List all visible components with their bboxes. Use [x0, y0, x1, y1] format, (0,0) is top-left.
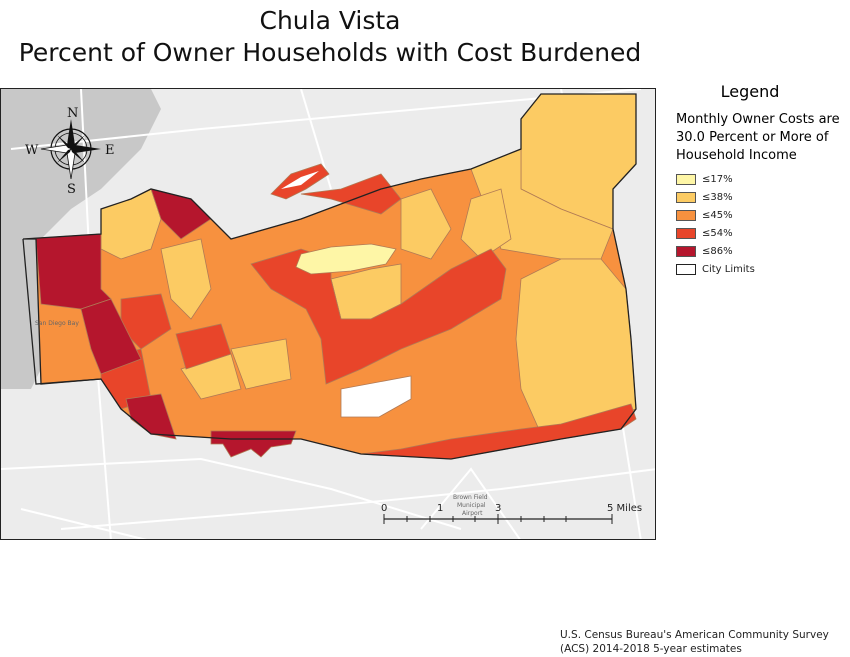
compass-s-label: S [67, 182, 76, 197]
compass-east-arrow [71, 145, 101, 153]
source-line-2: (ACS) 2014-2018 5-year estimates [560, 643, 742, 655]
tract-south-darkred-a [125, 393, 177, 440]
compass-rose: N S E W [25, 106, 115, 197]
airport-label-2: Municipal [457, 502, 486, 509]
tract-island-inner [281, 171, 319, 189]
legend-item-city-limits: City Limits [676, 262, 755, 276]
legend-label-17: ≤17% [702, 173, 733, 185]
legend-item-45: ≤45% [676, 208, 733, 222]
tract-south-darkred-b [210, 430, 297, 458]
compass-n-label: N [67, 106, 78, 121]
data-source: U.S. Census Bureau's American Community … [560, 628, 845, 656]
tract-lightest [295, 243, 397, 275]
legend-item-86: ≤86% [676, 244, 733, 258]
compass-nw-arrow [57, 135, 71, 149]
map-canvas: San Diego Bay Brown Field Municipal Airp… [1, 89, 655, 539]
compass-se-arrow [71, 149, 85, 163]
tract-north-red [300, 173, 402, 215]
legend-label-86: ≤86% [702, 245, 733, 257]
scale-label-5-miles: 5 Miles [607, 503, 642, 514]
legend-swatch-17 [676, 173, 696, 185]
tract-west-b [160, 238, 212, 320]
legend-title: Legend [720, 82, 780, 101]
map-frame: San Diego Bay Brown Field Municipal Airp… [0, 88, 656, 540]
legend-swatch-city-limits [676, 263, 696, 275]
tract-central-band [250, 248, 507, 385]
legend-label-54: ≤54% [702, 227, 733, 239]
compass-w-label: W [25, 143, 39, 158]
basemap-streets [1, 89, 655, 539]
census-tracts [22, 93, 637, 460]
map-title: Chula Vista [259, 6, 401, 35]
legend-item-17: ≤17% [676, 172, 733, 186]
legend-description: Monthly Owner Costs are 30.0 Percent or … [676, 112, 840, 163]
scale-label-3: 3 [495, 503, 501, 514]
tract-central-b [460, 188, 512, 260]
legend-swatch-54 [676, 227, 696, 239]
scale-label-0: 0 [381, 503, 387, 514]
compass-north-arrow [67, 119, 75, 149]
bay-label: San Diego Bay [35, 320, 79, 327]
scale-bar: 0 1 3 5 Miles [381, 503, 642, 524]
tract-west-darkred-b [80, 298, 142, 375]
legend-swatch-38 [676, 191, 696, 203]
compass-sw-arrow [57, 149, 71, 163]
tract-west-red-b [175, 323, 232, 370]
compass-e-label: E [105, 143, 115, 158]
tract-excluded-area [340, 375, 412, 418]
tract-central-a [400, 188, 452, 260]
airport-label-3: Airport [462, 510, 483, 517]
legend-swatch-45 [676, 209, 696, 221]
city-limits-outline [22, 93, 637, 460]
legend-item-54: ≤54% [676, 226, 733, 240]
legend-label-38: ≤38% [702, 191, 733, 203]
compass-ne-arrow [71, 135, 85, 149]
airport-label-1: Brown Field [453, 494, 488, 501]
map-subtitle: Percent of Owner Households with Cost Bu… [18, 38, 642, 67]
source-line-1: U.S. Census Bureau's American Community … [560, 629, 829, 641]
tract-west-d [230, 338, 292, 390]
legend-swatch-86 [676, 245, 696, 257]
legend-item-38: ≤38% [676, 190, 733, 204]
city-limits-bay-edge [22, 238, 102, 385]
legend-label-city-limits: City Limits [702, 263, 755, 275]
legend-label-45: ≤45% [702, 209, 733, 221]
scale-label-1: 1 [437, 503, 443, 514]
